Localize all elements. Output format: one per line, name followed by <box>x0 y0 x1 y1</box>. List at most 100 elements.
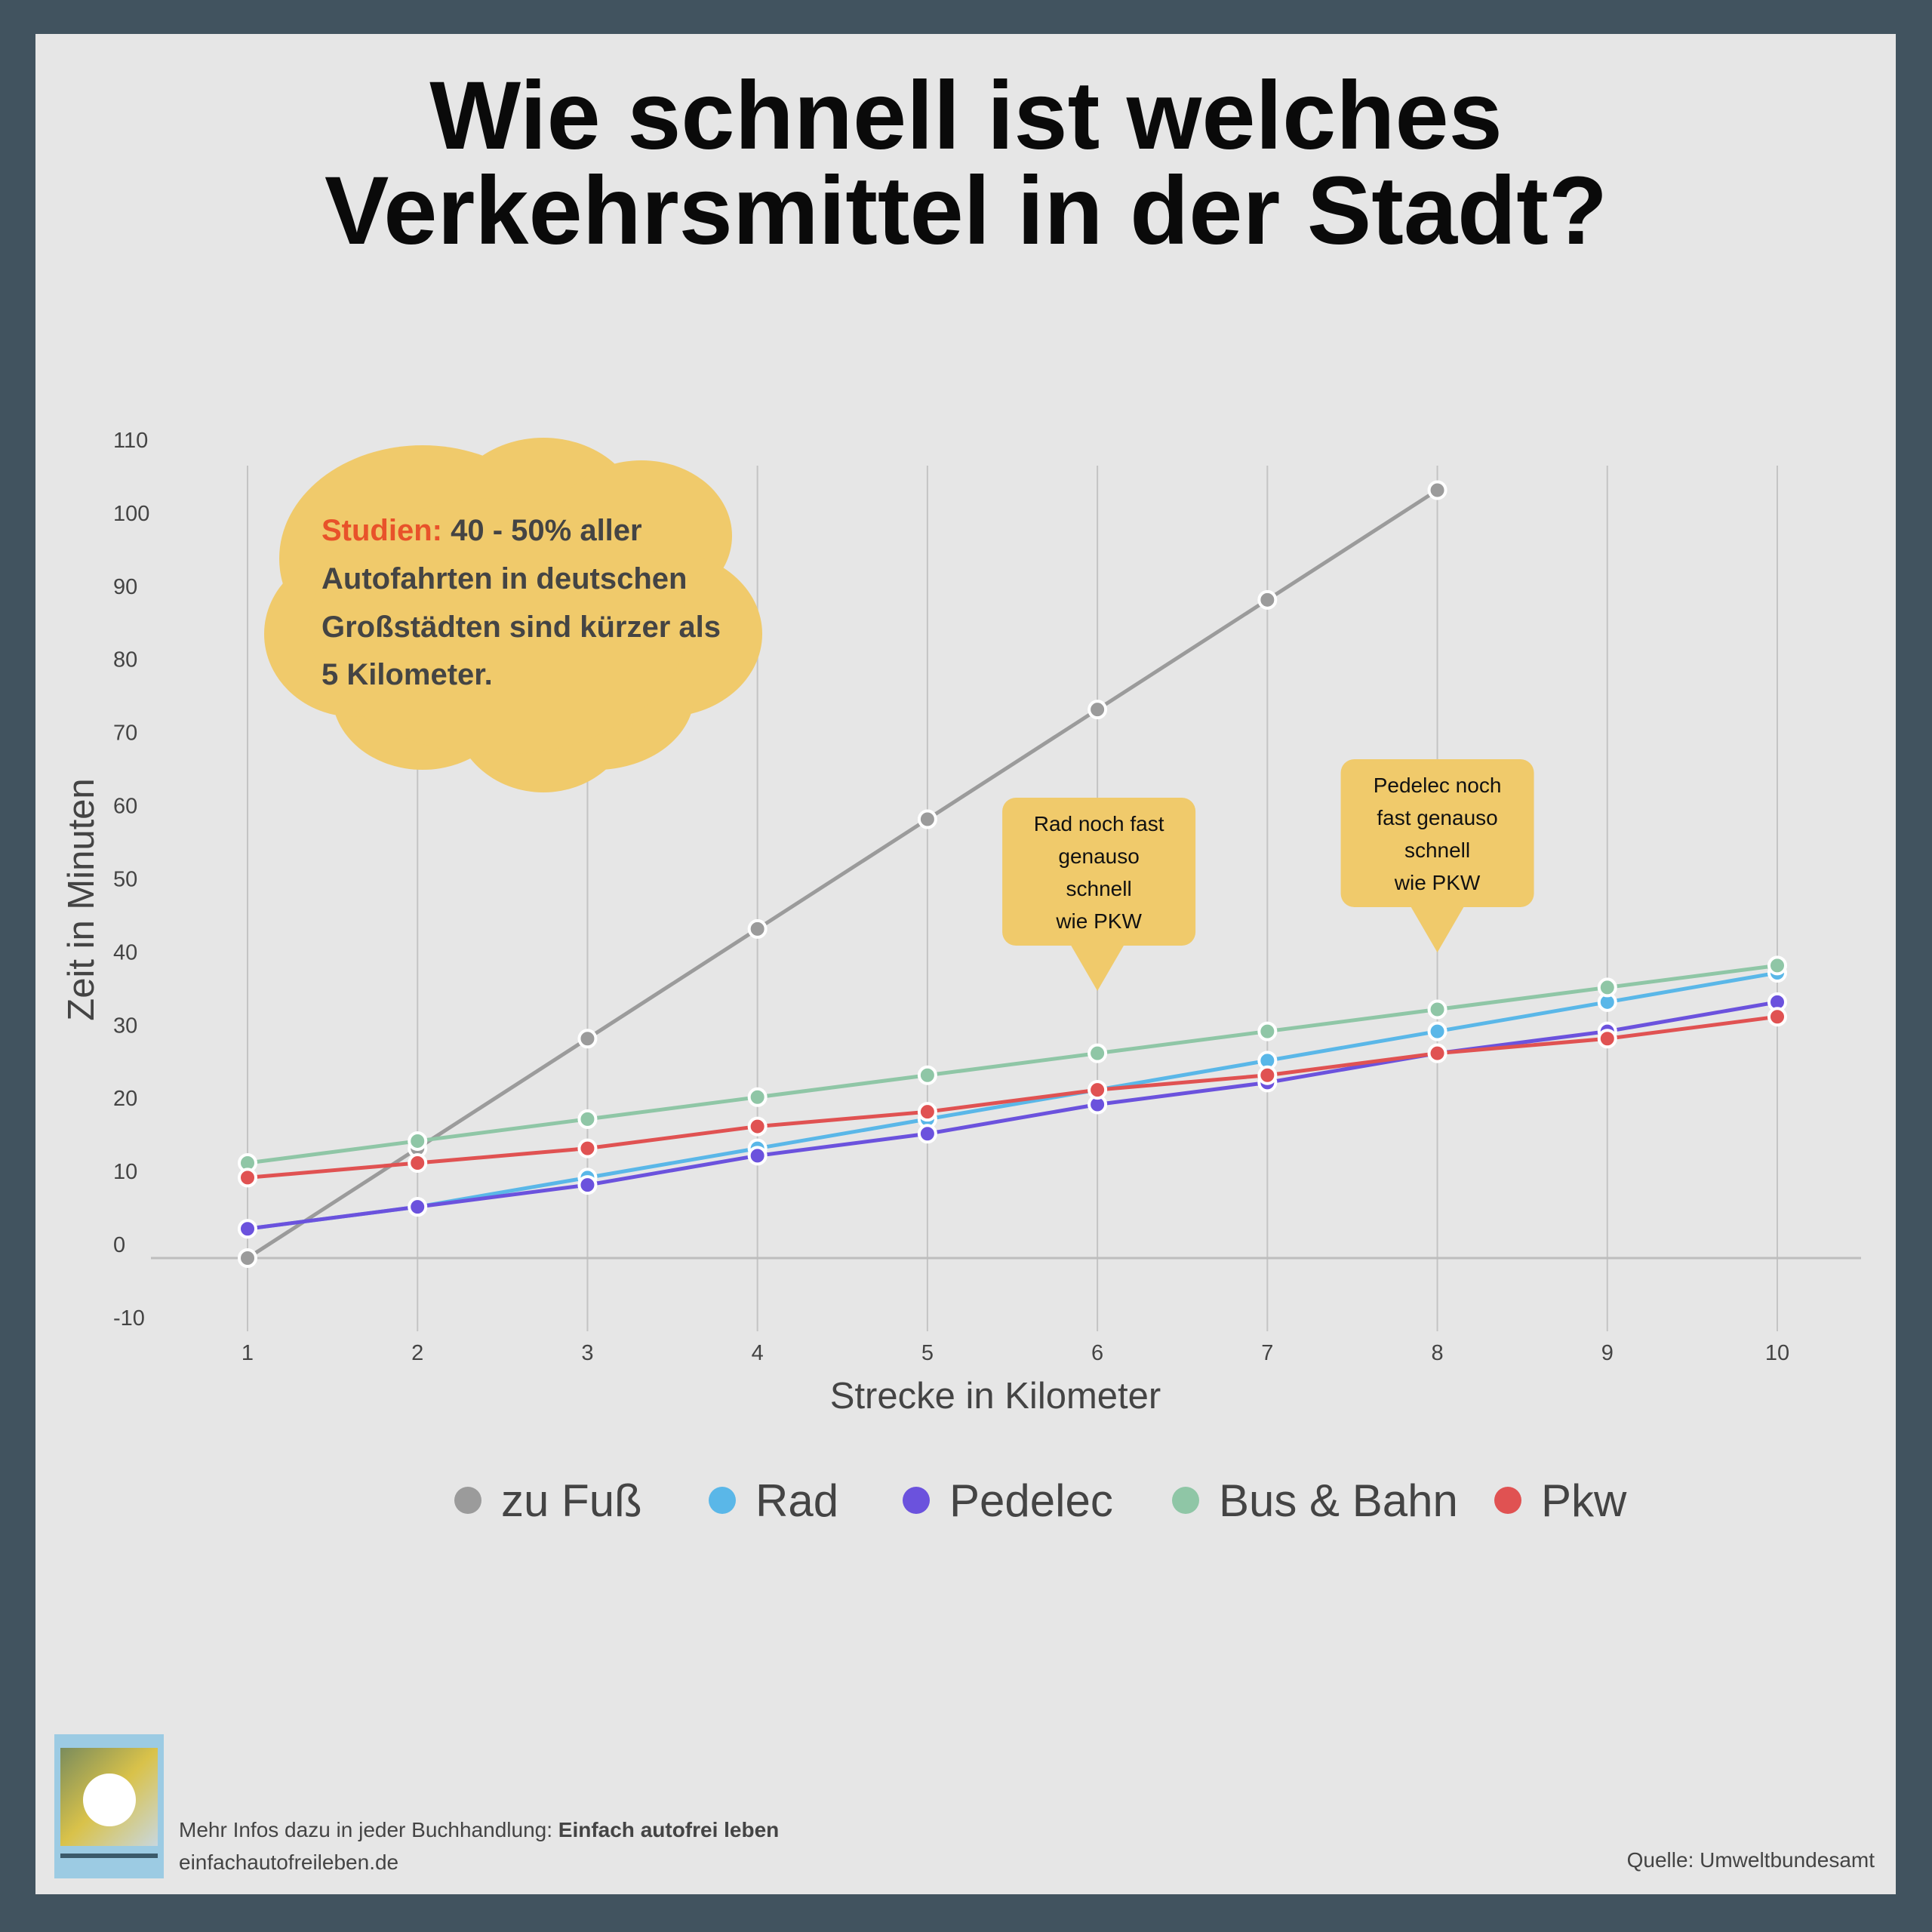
series-zu-fu- <box>238 480 1447 1268</box>
data-point[interactable] <box>1427 999 1447 1020</box>
cloud-line-1: 40 - 50% aller <box>451 514 642 547</box>
legend-swatch <box>709 1487 736 1514</box>
data-point[interactable] <box>1597 977 1617 998</box>
callout-text: schnell <box>1066 877 1132 900</box>
callout-text: genauso <box>1058 844 1139 868</box>
legend-swatch <box>1494 1487 1521 1514</box>
y-tick-label: 90 <box>113 575 137 599</box>
x-tick-label: 10 <box>1765 1341 1789 1365</box>
data-point[interactable] <box>577 1109 598 1129</box>
series-line <box>247 963 1778 1165</box>
data-point[interactable] <box>917 809 937 829</box>
legend-label: Pedelec <box>949 1475 1113 1526</box>
cloud-line-4: 5 Kilometer. <box>321 658 493 691</box>
cloud-line-3: Großstädten sind kürzer als <box>321 611 721 644</box>
y-tick-label: 50 <box>113 867 137 891</box>
data-point[interactable] <box>1767 1007 1787 1027</box>
legend-swatch <box>1172 1487 1199 1514</box>
series-bus-bahn <box>238 955 1787 1174</box>
data-point[interactable] <box>577 1029 598 1049</box>
y-tick-label: 30 <box>113 1014 137 1038</box>
series-line <box>247 1014 1778 1180</box>
data-point[interactable] <box>408 1153 428 1174</box>
cloud-highlight: Studien: <box>321 514 442 547</box>
y-tick-label: 10 <box>113 1160 137 1184</box>
data-point[interactable] <box>1088 1080 1108 1100</box>
x-tick-label: 1 <box>242 1341 254 1365</box>
infographic-panel <box>35 34 1896 1894</box>
title-line-2: Verkehrsmittel in der Stadt? <box>325 157 1607 265</box>
data-point[interactable] <box>1427 1021 1447 1041</box>
x-axis-title: Strecke in Kilometer <box>830 1376 1161 1417</box>
legend-swatch <box>903 1487 930 1514</box>
data-point[interactable] <box>408 1131 428 1151</box>
x-tick-label: 5 <box>921 1341 934 1365</box>
legend-label: zu Fuß <box>501 1475 642 1526</box>
x-tick-label: 8 <box>1431 1341 1443 1365</box>
x-tick-label: 3 <box>581 1341 593 1365</box>
series-line <box>247 1000 1778 1231</box>
y-tick-label: -10 <box>113 1306 145 1331</box>
data-point[interactable] <box>747 1146 768 1166</box>
legend-swatch <box>454 1487 481 1514</box>
legend-label: Pkw <box>1541 1475 1627 1526</box>
data-point[interactable] <box>747 1087 768 1107</box>
callout-text: wie PKW <box>1055 909 1142 933</box>
x-tick-label: 9 <box>1601 1341 1614 1365</box>
x-tick-label: 4 <box>752 1341 764 1365</box>
callout-text: fast genauso <box>1377 806 1497 829</box>
footer-url[interactable]: einfachautofreileben.de <box>179 1850 398 1874</box>
data-point[interactable] <box>1597 1029 1617 1049</box>
y-tick-label: 80 <box>113 648 137 672</box>
svg-text:Studien: 40 - 50% aller: Studien: 40 - 50% aller <box>321 514 642 547</box>
data-point[interactable] <box>747 1116 768 1137</box>
callout-text: schnell <box>1404 838 1470 862</box>
y-tick-label: 60 <box>113 795 137 819</box>
series-line <box>247 971 1778 1231</box>
info-cloud: Studien: 40 - 50% aller Autofahrten in d… <box>264 438 762 792</box>
legend-label: Bus & Bahn <box>1219 1475 1458 1526</box>
data-point[interactable] <box>1767 955 1787 976</box>
y-tick-label: 100 <box>113 502 149 526</box>
data-point[interactable] <box>747 918 768 939</box>
data-point[interactable] <box>1257 1065 1278 1085</box>
data-point[interactable] <box>1088 700 1108 720</box>
data-point[interactable] <box>1088 1043 1108 1063</box>
data-point[interactable] <box>408 1197 428 1217</box>
data-point[interactable] <box>917 1124 937 1144</box>
callout-text: Rad noch fast <box>1034 812 1164 835</box>
book-cover-image <box>54 1734 164 1878</box>
data-point[interactable] <box>238 1248 257 1268</box>
data-point[interactable] <box>1257 589 1278 610</box>
x-tick-label: 2 <box>411 1341 423 1365</box>
data-point[interactable] <box>238 1219 257 1239</box>
legend-label: Rad <box>755 1475 838 1526</box>
y-tick-label: 0 <box>113 1233 125 1257</box>
footer-info: Mehr Infos dazu in jeder Buchhandlung: E… <box>179 1818 779 1841</box>
data-point[interactable] <box>917 1102 937 1122</box>
cloud-line-2: Autofahrten in deutschen <box>321 562 687 595</box>
y-tick-label: 110 <box>113 429 148 453</box>
data-point[interactable] <box>917 1065 937 1085</box>
legend-item[interactable]: Bus & Bahn <box>1172 1475 1458 1526</box>
y-tick-label: 70 <box>113 721 137 746</box>
data-point[interactable] <box>1427 1043 1447 1063</box>
callout-1: Rad noch fast genauso schnell wie PKW <box>1002 798 1196 991</box>
legend-item[interactable]: Pedelec <box>903 1475 1113 1526</box>
y-axis-title: Zeit in Minuten <box>61 778 102 1020</box>
data-point[interactable] <box>577 1175 598 1195</box>
legend-item[interactable]: Rad <box>709 1475 838 1526</box>
footer-source: Quelle: Umweltbundesamt <box>1627 1848 1875 1872</box>
data-point[interactable] <box>577 1138 598 1158</box>
callout-text: wie PKW <box>1394 871 1481 894</box>
title-line-1: Wie schnell ist welches <box>429 62 1503 170</box>
data-point[interactable] <box>238 1168 257 1188</box>
callout-2: Pedelec noch fast genauso schnell wie PKW <box>1340 759 1534 952</box>
legend-item[interactable]: Pkw <box>1494 1475 1627 1526</box>
callout-text: Pedelec noch <box>1374 774 1502 797</box>
data-point[interactable] <box>1257 1021 1278 1041</box>
data-point[interactable] <box>1427 480 1447 500</box>
y-tick-label: 20 <box>113 1087 137 1111</box>
legend-item[interactable]: zu Fuß <box>454 1475 642 1526</box>
